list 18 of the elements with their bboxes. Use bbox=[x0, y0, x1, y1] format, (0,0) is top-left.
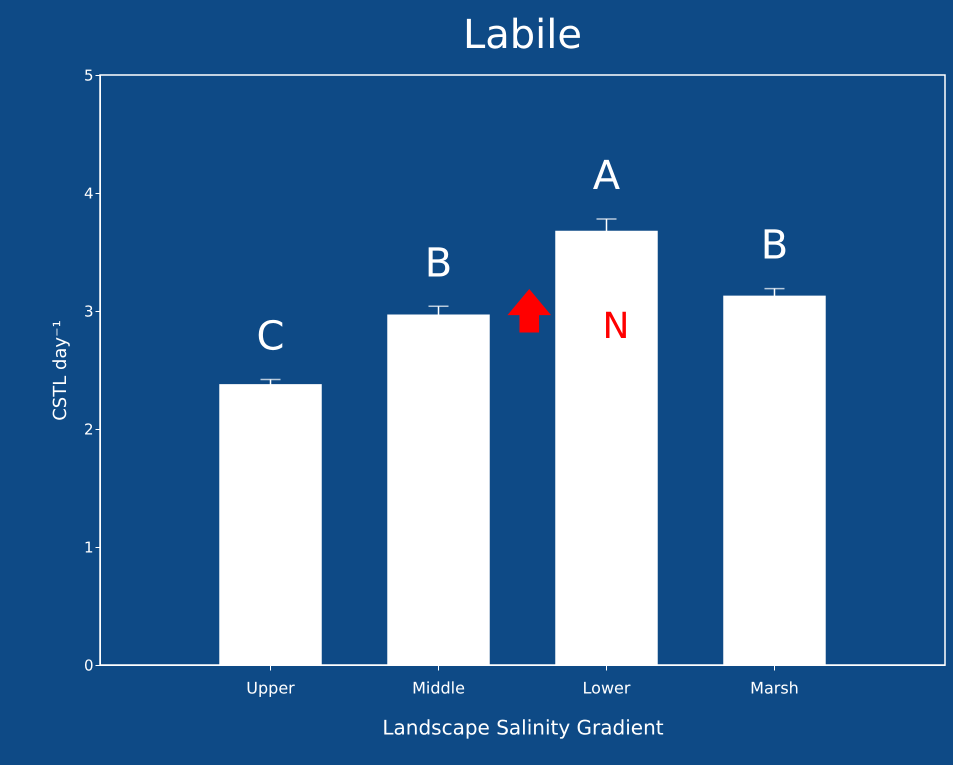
annotation: B bbox=[424, 240, 452, 286]
annotation: N bbox=[602, 306, 630, 347]
x-tick-label: Middle bbox=[412, 678, 465, 698]
y-tick-label: 1 bbox=[84, 538, 94, 556]
y-tick-label: 4 bbox=[84, 184, 94, 202]
y-tick-label: 2 bbox=[84, 420, 94, 438]
y-tick-label: 3 bbox=[84, 302, 94, 320]
x-tick-label: Upper bbox=[246, 678, 296, 698]
annotation: A bbox=[592, 152, 621, 199]
y-tick-label: 5 bbox=[84, 66, 94, 84]
x-axis-title: Landscape Salinity Gradient bbox=[382, 716, 664, 740]
x-tick-label: Marsh bbox=[750, 678, 799, 698]
chart-title: Labile bbox=[462, 12, 582, 58]
y-axis-title: CSTL day⁻¹ bbox=[50, 320, 71, 421]
annotation: C bbox=[256, 313, 284, 360]
annotation: B bbox=[760, 222, 788, 269]
x-tick-label: Lower bbox=[582, 678, 631, 698]
y-tick-label: 0 bbox=[84, 656, 94, 674]
